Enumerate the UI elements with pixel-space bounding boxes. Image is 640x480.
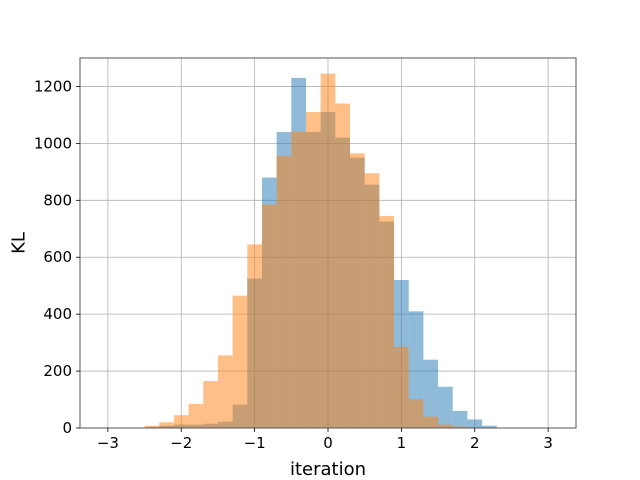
y-tick-label: 600 <box>43 248 72 266</box>
histogram-bar-series-2 <box>173 415 189 428</box>
histogram-bar-series-2 <box>423 416 439 428</box>
y-tick-label: 1000 <box>34 134 72 152</box>
histogram-bar-series-2 <box>276 156 292 428</box>
histogram-bar-series-1 <box>452 410 468 428</box>
x-axis-label: iteration <box>290 459 366 480</box>
histogram-bar-series-2 <box>452 426 468 428</box>
histogram-bar-series-2 <box>261 204 277 428</box>
x-tick-label: 3 <box>543 434 553 452</box>
y-tick-label: 0 <box>62 419 72 437</box>
histogram-bar-series-2 <box>335 103 351 429</box>
histogram-bar-series-2 <box>159 422 174 428</box>
histogram-bar-series-2 <box>144 425 160 428</box>
axis-ticks: −3 −2 −1 0 1 2 3 0 200 400 600 800 1000 1200 <box>34 77 553 452</box>
histogram-bar-series-2 <box>232 295 248 428</box>
y-axis-label: KL <box>8 232 29 254</box>
histogram-bar-series-2 <box>217 355 233 428</box>
histogram-bar-series-2 <box>247 244 262 428</box>
y-tick-label: 800 <box>43 191 72 209</box>
histogram-bar-series-2 <box>379 215 395 428</box>
histogram-bar-series-1 <box>467 419 483 428</box>
histogram-bar-series-1 <box>438 386 453 428</box>
x-tick-label: −2 <box>170 434 192 452</box>
histogram-bar-series-2 <box>350 153 365 428</box>
y-tick-label: 200 <box>43 362 72 380</box>
histogram-bar-series-1 <box>482 425 497 428</box>
y-tick-label: 1200 <box>34 77 72 95</box>
histogram-bars <box>144 73 497 429</box>
x-tick-label: 0 <box>323 434 333 452</box>
y-tick-label: 400 <box>43 305 72 323</box>
histogram-bar-series-2 <box>438 424 453 428</box>
x-tick-label: −3 <box>97 434 119 452</box>
x-tick-label: 2 <box>470 434 480 452</box>
histogram-bar-series-2 <box>305 112 321 429</box>
x-tick-label: 1 <box>397 434 407 452</box>
histogram-bar-series-2 <box>291 132 306 428</box>
histogram-bar-series-2 <box>203 381 218 428</box>
histogram-bar-series-2 <box>188 403 204 428</box>
histogram-bar-series-2 <box>408 399 424 428</box>
histogram-bar-series-2 <box>320 73 336 429</box>
histogram-bar-series-1 <box>423 359 439 428</box>
x-tick-label: −1 <box>244 434 266 452</box>
histogram-bar-series-1 <box>408 311 424 428</box>
histogram-bar-series-2 <box>364 173 380 428</box>
histogram-bar-series-2 <box>394 346 409 428</box>
